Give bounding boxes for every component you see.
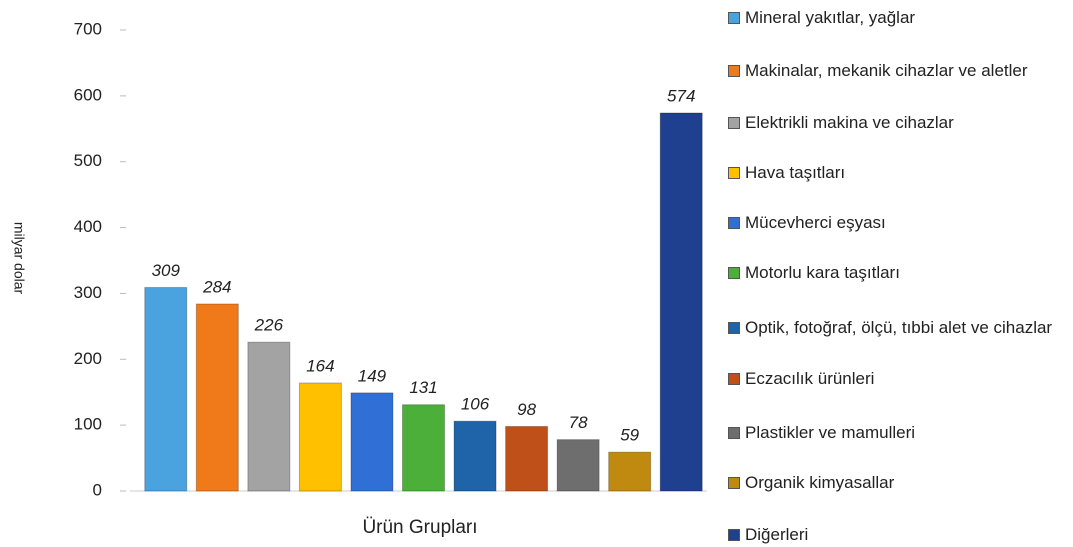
legend-item: Mineral yakıtlar, yağlar [728, 6, 1068, 29]
bar [144, 287, 188, 492]
y-tick-label: 0 [93, 480, 102, 499]
y-axis-label: milyar dolar [11, 222, 27, 295]
value-label: 106 [461, 395, 490, 414]
legend-label: Optik, fotoğraf, ölçü, tıbbi alet ve cih… [745, 318, 1053, 337]
legend-swatch [728, 65, 740, 77]
bar [298, 382, 342, 492]
value-label: 284 [202, 277, 231, 296]
y-tick-label: 600 [74, 85, 102, 104]
value-label: 59 [620, 426, 639, 445]
legend-item: Optik, fotoğraf, ölçü, tıbbi alet ve cih… [728, 316, 1068, 339]
legend-item: Eczacılık ürünleri [728, 367, 1068, 390]
legend-item: Hava taşıtları [728, 161, 1068, 184]
y-tick-label: 500 [74, 151, 102, 170]
y-tick-label: 200 [74, 349, 102, 368]
legend-swatch [728, 322, 740, 334]
legend-swatch [728, 117, 740, 129]
legend-swatch [728, 477, 740, 489]
legend-label: Makinalar, mekanik cihazlar ve aletler [745, 61, 1028, 80]
legend-label: Elektrikli makina ve cihazlar [745, 113, 954, 132]
legend-label: Hava taşıtları [745, 163, 846, 182]
x-axis-label: Ürün Grupları [362, 517, 477, 538]
legend-label: Mücevherci eşyası [745, 213, 886, 232]
legend-item: Mücevherci eşyası [728, 211, 1068, 234]
value-label: 78 [569, 413, 588, 432]
bar [350, 392, 394, 492]
legend-label: Eczacılık ürünleri [745, 369, 875, 388]
bar [453, 420, 497, 492]
legend-swatch [728, 267, 740, 279]
value-label: 164 [306, 356, 334, 375]
legend-label: Mineral yakıtlar, yağlar [745, 8, 916, 27]
value-label: 574 [667, 86, 695, 105]
legend-swatch [728, 217, 740, 229]
bar [556, 439, 600, 492]
bar [659, 112, 703, 492]
legend-label: Organik kimyasallar [745, 473, 895, 492]
legend-item: Elektrikli makina ve cihazlar [728, 111, 1068, 134]
legend-label: Motorlu kara taşıtları [745, 263, 900, 282]
y-tick-label: 100 [74, 415, 102, 434]
value-label: 149 [358, 366, 387, 385]
legend-item: Plastikler ve mamulleri [728, 421, 1068, 444]
value-label: 98 [517, 400, 536, 419]
y-tick-label: 300 [74, 283, 102, 302]
value-label: 131 [409, 378, 437, 397]
value-label: 226 [254, 316, 284, 335]
legend-swatch [728, 427, 740, 439]
y-tick-label: 400 [74, 217, 102, 236]
legend-swatch [728, 529, 740, 541]
bar [247, 341, 291, 492]
legend-swatch [728, 373, 740, 385]
legend-item: Organik kimyasallar [728, 471, 1068, 494]
bar [402, 404, 445, 492]
legend-item: Makinalar, mekanik cihazlar ve aletler [728, 59, 1068, 82]
bar [505, 425, 549, 492]
legend-item: Motorlu kara taşıtları [728, 261, 1068, 284]
value-label: 309 [152, 261, 181, 280]
bar [608, 451, 652, 492]
bar [195, 303, 239, 492]
legend-swatch [728, 12, 740, 24]
legend-item: Diğerleri [728, 523, 1068, 546]
legend-label: Diğerleri [745, 525, 809, 544]
y-tick-label: 700 [74, 19, 102, 38]
legend-label: Plastikler ve mamulleri [745, 423, 916, 442]
legend-swatch [728, 167, 740, 179]
